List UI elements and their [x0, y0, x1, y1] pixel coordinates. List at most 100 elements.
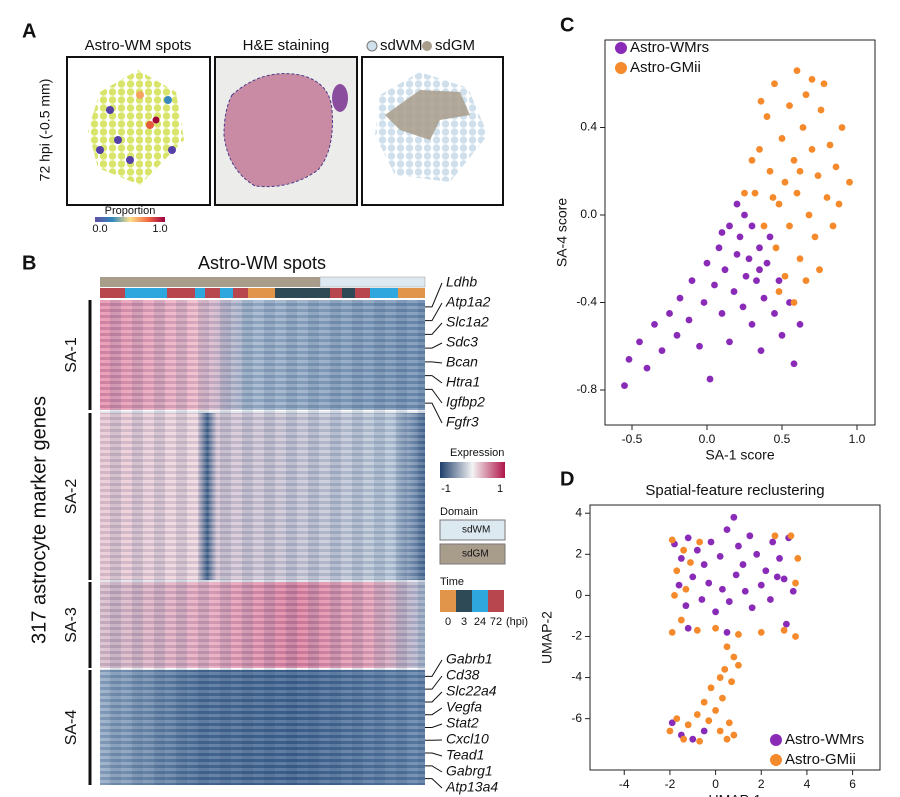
data-point — [748, 320, 756, 328]
data-point — [832, 163, 840, 171]
data-point — [811, 233, 819, 241]
x-tick-label: 2 — [758, 777, 765, 791]
gene-label: Slc22a4 — [446, 683, 497, 699]
legend-marker — [422, 41, 432, 51]
gene-connector — [425, 675, 443, 690]
legend-label: sdWM — [462, 525, 490, 536]
gene-label: Bcan — [446, 354, 478, 370]
data-point — [673, 331, 681, 339]
data-point — [725, 598, 733, 605]
gene-label: Ldhb — [446, 274, 477, 290]
gene-label: Cd38 — [446, 667, 480, 683]
data-point — [799, 124, 807, 131]
legend-label: 24 — [474, 616, 486, 628]
data-point — [746, 532, 754, 540]
data-point — [696, 737, 704, 745]
legend-title: Time — [440, 576, 464, 588]
gene-connector — [425, 361, 443, 364]
data-point — [786, 222, 793, 230]
data-point — [805, 211, 813, 219]
data-point — [706, 375, 714, 383]
y-tick-label: -0.4 — [576, 295, 597, 309]
colorbar-label: 1.0 — [152, 223, 167, 235]
data-point — [733, 250, 741, 258]
data-point — [693, 546, 701, 554]
gene-label: Igfbp2 — [446, 394, 485, 410]
y-tick-label: 0.0 — [580, 207, 597, 221]
data-point — [741, 587, 749, 595]
x-tick-label: 0 — [712, 777, 719, 791]
gene-connector — [425, 659, 443, 677]
data-point — [748, 604, 756, 612]
data-point — [715, 244, 723, 252]
tissue-image — [332, 84, 348, 112]
data-point — [723, 628, 731, 636]
data-point — [688, 277, 696, 285]
gene-connector — [425, 723, 443, 728]
colorbar — [95, 217, 165, 222]
legend-marker — [366, 40, 378, 52]
data-point — [741, 189, 748, 197]
data-point — [668, 719, 676, 727]
data-point — [680, 546, 688, 554]
legend-label: sdWM — [380, 37, 423, 54]
panel-letter: D — [560, 468, 574, 490]
legend-label: 3 — [461, 616, 467, 628]
data-point — [721, 665, 729, 673]
data-point — [757, 628, 765, 636]
x-tick-label: 1.0 — [849, 432, 866, 446]
data-point — [719, 694, 726, 702]
data-point — [778, 331, 786, 339]
data-point — [730, 513, 738, 521]
data-point — [700, 561, 708, 568]
legend-swatch — [439, 543, 506, 565]
data-point — [846, 178, 853, 186]
data-point — [762, 567, 770, 575]
chart-title: Spatial-feature reclustering — [645, 482, 824, 499]
y-label: 72 hpi (-0.5 mm) — [37, 79, 53, 182]
gene-connector — [425, 402, 443, 424]
legend-label: 0 — [445, 616, 451, 628]
data-point — [793, 189, 801, 197]
gene-connector — [425, 752, 443, 757]
data-point — [732, 571, 740, 579]
legend-label: Astro-WMrs — [630, 39, 709, 56]
gene-connector — [425, 778, 443, 789]
data-point — [829, 222, 837, 230]
data-point — [700, 727, 708, 735]
plot-frame — [589, 504, 881, 771]
domain-bar — [100, 277, 320, 287]
y-axis-title: SA-4 score — [554, 198, 570, 267]
x-tick-label: 4 — [804, 777, 811, 791]
legend-label: Astro-WMrs — [785, 731, 864, 748]
module-label: SA-4 — [63, 710, 80, 746]
data-point — [787, 532, 795, 540]
data-point — [682, 585, 690, 593]
data-point — [753, 550, 761, 558]
data-point — [838, 124, 846, 131]
data-point — [693, 711, 701, 718]
tissue-image — [223, 73, 333, 188]
data-point — [707, 684, 715, 692]
data-point — [666, 310, 673, 317]
data-point — [793, 67, 801, 75]
data-point — [763, 259, 771, 267]
legend-marker — [770, 754, 782, 766]
data-point — [808, 145, 816, 153]
x-tick-label: 0.0 — [699, 432, 716, 446]
data-point — [705, 579, 713, 587]
data-point — [763, 113, 771, 120]
domain-region — [385, 90, 470, 140]
data-point — [716, 552, 724, 560]
data-point — [673, 567, 681, 575]
data-point — [719, 585, 726, 593]
data-point — [684, 534, 692, 542]
data-point — [769, 194, 777, 201]
data-point — [756, 244, 763, 252]
gene-label: Atp1a2 — [445, 294, 491, 310]
data-point — [726, 222, 733, 230]
data-point — [675, 581, 683, 589]
y-tick-label: 0 — [575, 588, 582, 602]
